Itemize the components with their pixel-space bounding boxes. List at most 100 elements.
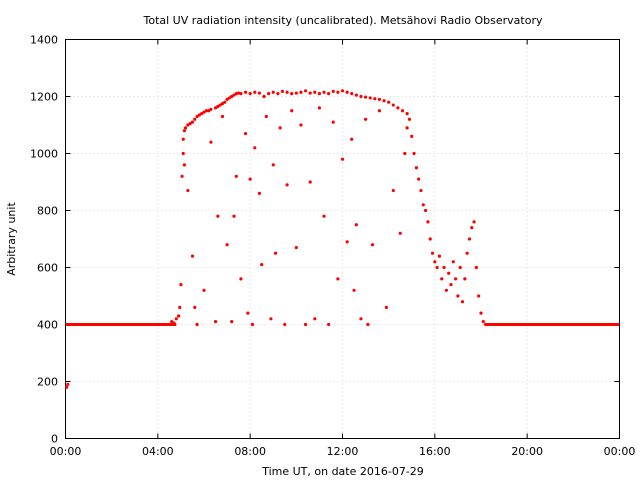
rise-point (223, 100, 227, 104)
y-tick-label: 600 (37, 262, 58, 275)
decline-point (449, 283, 453, 287)
midday-top-point (257, 91, 261, 95)
rise-point (177, 314, 181, 318)
x-tick-label: 12:00 (327, 445, 359, 458)
rise-point (178, 305, 182, 309)
midday-scatter-point (290, 109, 294, 113)
midday-scatter-point (363, 117, 368, 121)
midday-scatter-point (193, 305, 197, 309)
midday-scatter-point (283, 322, 287, 327)
midday-top-point (317, 92, 322, 96)
rise-point (181, 137, 185, 141)
midday-top-point (294, 91, 298, 95)
midday-top-point (327, 92, 331, 96)
midday-scatter-point (260, 263, 264, 267)
decline-point (410, 134, 414, 138)
decline-point (451, 260, 455, 264)
y-tick-label: 0 (51, 433, 58, 446)
rise-point (216, 104, 220, 109)
midday-top-point (345, 90, 349, 94)
midday-top-point (331, 89, 335, 93)
y-axis-label: Arbitrary unit (5, 202, 18, 276)
midday-scatter-point (195, 322, 199, 327)
midday-scatter-point (273, 251, 278, 255)
y-tick-label: 1400 (30, 34, 58, 47)
midday-top-point (368, 96, 372, 100)
rise-point (195, 114, 199, 119)
midday-scatter-point (377, 109, 382, 113)
midday-scatter-point (370, 243, 375, 247)
midday-top-point (340, 89, 345, 93)
rise-point (200, 112, 204, 116)
midday-scatter-point (336, 277, 340, 281)
midday-top-point (313, 90, 317, 94)
chart-title: Total UV radiation intensity (uncalibrat… (143, 14, 543, 27)
x-tick-label: 00:00 (50, 445, 82, 458)
midday-scatter-point (340, 157, 345, 161)
midday-top-point (350, 92, 354, 96)
x-tick-label: 20:00 (511, 445, 543, 458)
decline-point (481, 320, 485, 324)
midday-scatter-point (278, 126, 282, 130)
decline-point (479, 311, 483, 315)
midday-scatter-point (354, 223, 358, 227)
midday-top-point (359, 94, 363, 99)
decline-point (447, 271, 451, 275)
midday-scatter-point (248, 177, 252, 181)
rise-point (204, 109, 208, 113)
midday-scatter-point (225, 243, 229, 247)
midday-top-point (303, 89, 308, 93)
rise-point (170, 320, 174, 324)
midday-top-point (405, 112, 409, 116)
decline-point (405, 126, 409, 130)
midday-scatter-point (230, 320, 234, 324)
midday-top-point (391, 103, 395, 107)
midday-scatter-point (239, 277, 243, 281)
midday-top-point (363, 95, 368, 99)
midday-top-point (373, 97, 377, 101)
decline-point (421, 203, 425, 207)
midday-top-point (396, 106, 400, 110)
midday-top-point (267, 92, 271, 96)
midday-scatter-point (294, 245, 298, 250)
rise-point (209, 107, 213, 111)
decline-point (442, 265, 446, 270)
midday-scatter-point (384, 305, 388, 309)
x-tick-label: 16:00 (419, 445, 451, 458)
rise-point (174, 317, 178, 321)
midday-scatter-point (250, 322, 255, 327)
midday-scatter-point (243, 131, 248, 136)
decline-point (412, 151, 416, 156)
decline-point (419, 188, 423, 193)
midday-top-point (243, 90, 248, 94)
rise-point (239, 92, 243, 96)
y-tick-label: 1200 (30, 91, 58, 104)
decline-point (437, 254, 442, 258)
y-tick-label: 400 (37, 319, 58, 332)
midday-top-point (253, 90, 257, 94)
midday-scatter-point (403, 151, 407, 156)
rise-point (183, 126, 188, 130)
midday-top-point (407, 117, 412, 121)
plot-frame (65, 39, 620, 439)
midday-scatter-point (190, 254, 195, 258)
midday-scatter-point (327, 322, 331, 327)
midday-scatter-point (234, 174, 238, 178)
midday-scatter-point (313, 317, 317, 321)
rise-point (232, 93, 236, 97)
rise-point (188, 121, 192, 126)
rise-point (207, 109, 211, 113)
decline-point (433, 260, 437, 264)
rise-point (190, 120, 195, 124)
decline-point (424, 208, 428, 213)
rise-point (220, 102, 225, 106)
midday-scatter-point (269, 317, 273, 321)
midday-scatter-point (186, 188, 190, 193)
decline-point (484, 322, 488, 327)
midday-top-point (280, 89, 285, 93)
midday-top-point (400, 109, 405, 113)
decline-point (417, 177, 421, 181)
midday-scatter-point (331, 120, 335, 124)
y-tick-label: 800 (37, 205, 58, 218)
